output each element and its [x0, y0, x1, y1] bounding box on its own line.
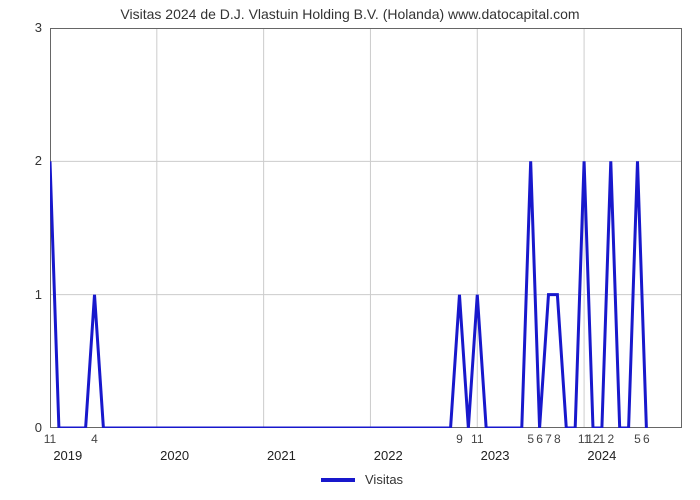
x-tick-month: 2 [599, 432, 623, 446]
y-tick-label: 2 [22, 153, 42, 168]
x-tick-month: 4 [83, 432, 107, 446]
chart-container: Visitas 2024 de D.J. Vlastuin Holding B.… [0, 0, 700, 500]
legend-label: Visitas [365, 472, 403, 487]
legend-swatch [321, 478, 355, 482]
legend: Visitas [321, 472, 403, 487]
x-tick-year: 2020 [153, 448, 197, 463]
x-tick-month: 11 [38, 432, 62, 446]
chart-title: Visitas 2024 de D.J. Vlastuin Holding B.… [0, 6, 700, 22]
x-tick-month: 11 [465, 432, 489, 446]
y-tick-label: 3 [22, 20, 42, 35]
x-tick-month: 8 [545, 432, 569, 446]
x-tick-year: 2021 [259, 448, 303, 463]
y-tick-label: 1 [22, 287, 42, 302]
x-tick-year: 2023 [473, 448, 517, 463]
x-tick-year: 2019 [46, 448, 90, 463]
x-tick-year: 2022 [366, 448, 410, 463]
plot-area [50, 28, 682, 428]
x-tick-year: 2024 [580, 448, 624, 463]
x-tick-month: 6 [634, 432, 658, 446]
